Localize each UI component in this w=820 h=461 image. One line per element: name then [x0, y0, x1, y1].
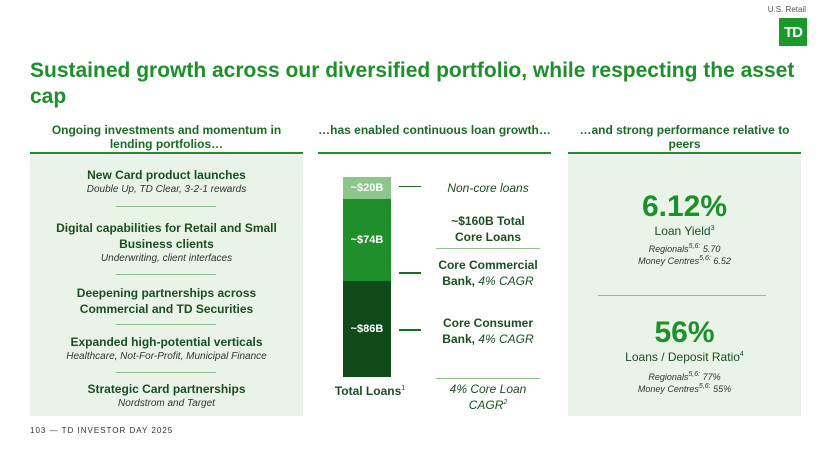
commercial-annotation-line2: Bank,: [442, 273, 475, 288]
bar-segment-non-core-loans: ~$20B: [343, 177, 391, 200]
peer-name: Regionals: [648, 372, 689, 382]
footnote-rule: [436, 378, 540, 379]
loan-yield-sup: 3: [710, 225, 715, 232]
loan-yield-peers: Regionals5,6: 5.70 Money Centres5,6: 6.5…: [568, 243, 801, 268]
loan-yield-label-text: Loan Yield: [654, 224, 711, 238]
divider: [116, 274, 216, 275]
peer-name: Regionals: [648, 244, 689, 254]
left-header-rule: [30, 152, 303, 154]
right-column-header: …and strong performance relative to peer…: [579, 123, 790, 152]
commercial-annotation: Core Commercial Bank, 4% CAGR: [425, 258, 551, 289]
right-header-rule: [568, 152, 801, 154]
middle-column-header: …has enabled continuous loan growth…: [318, 123, 551, 137]
core-cagr-line1: 4% Core Loan: [449, 382, 527, 396]
peer-sup: 5,6:: [698, 383, 711, 391]
core-total-line1: ~$160B Total: [451, 214, 525, 228]
leader-noncore: [399, 186, 421, 187]
commercial-cagr: 4% CAGR: [478, 273, 534, 288]
leader-consumer: [399, 329, 421, 331]
noncore-annotation: Non-core loans: [447, 181, 529, 195]
investment-item: Deepening partnerships across Commercial…: [30, 285, 303, 317]
investment-item: Digital capabilities for Retail and Smal…: [30, 220, 303, 265]
ldr-sup: 4: [739, 351, 744, 358]
peer-sup: 5,6:: [699, 255, 711, 263]
peer-value: 5.70: [700, 244, 721, 254]
investment-subtitle: Healthcare, Not-For-Profit, Municipal Fi…: [66, 351, 267, 363]
investment-title: Digital capabilities for Retail and Smal…: [56, 221, 277, 252]
ldr-label-text: Loans / Deposit Ratio: [625, 350, 740, 364]
investment-title: Strategic Card partnerships: [87, 382, 246, 396]
investment-item: New Card product launches Double Up, TD …: [30, 167, 303, 196]
bar-value-label: ~$86B: [350, 323, 384, 336]
peer-sup: 5,6:: [688, 243, 701, 250]
footer: 103 — TD INVESTOR DAY 2025: [30, 426, 174, 435]
commercial-annotation-line1: Core Commercial: [438, 258, 538, 272]
consumer-annotation-line1: Core Consumer: [442, 316, 534, 330]
core-total-rule: [436, 248, 540, 249]
investment-title: New Card product launches: [87, 168, 246, 182]
peer-value: 77%: [700, 372, 721, 382]
core-total-annotation: ~$160B Total Core Loans: [425, 214, 551, 245]
peer-name: Money Centres: [637, 384, 699, 395]
investment-title: Expanded high-potential verticals: [70, 335, 263, 349]
metrics-divider: [598, 295, 766, 296]
peer-sup: 5,6:: [688, 371, 701, 378]
ldr-label: Loans / Deposit Ratio4: [568, 350, 801, 364]
bar-value-label: ~$20B: [350, 182, 384, 195]
region-tag: U.S. Retail: [767, 5, 806, 14]
investment-item: Strategic Card partnerships Nordstrom an…: [30, 381, 303, 410]
divider: [116, 372, 216, 373]
bar-segment-core-commercial-bank: ~$74B: [343, 199, 391, 282]
metrics-panel: [568, 155, 801, 416]
investment-subtitle: Nordstrom and Target: [118, 398, 215, 410]
page-title: Sustained growth across our diversified …: [30, 59, 795, 108]
peer-value: 6.52: [710, 256, 731, 267]
core-cagr-sup: 2: [503, 398, 508, 406]
left-column-header: Ongoing investments and momentum in lend…: [51, 123, 282, 152]
ldr-peers: Regionals5,6: 77% Money Centres5,6: 55%: [568, 371, 801, 396]
investment-item: Expanded high-potential verticals Health…: [30, 334, 303, 363]
middle-header-rule: [318, 152, 551, 154]
td-logo: TD: [779, 18, 807, 46]
x-axis-label: Total Loans1: [320, 384, 420, 400]
bar-segment-core-consumer-bank: ~$86B: [343, 281, 391, 377]
core-cagr-line2: CAGR: [468, 397, 504, 412]
leader-commercial: [399, 272, 421, 274]
x-axis-label-text: Total Loans: [334, 384, 402, 398]
consumer-cagr: 4% CAGR: [478, 331, 534, 346]
divider: [116, 206, 216, 207]
investment-subtitle: Underwriting, client interfaces: [100, 253, 233, 265]
core-total-line2: Core Loans: [454, 229, 521, 244]
investment-title: Deepening partnerships across Commercial…: [76, 286, 257, 317]
consumer-annotation: Core Consumer Bank, 4% CAGR: [425, 316, 551, 347]
stacked-bar: ~$86B ~$74B ~$20B: [343, 177, 391, 377]
loan-yield-value: 6.12%: [641, 190, 728, 223]
x-axis-label-sup: 1: [401, 385, 406, 392]
consumer-annotation-line2: Bank,: [442, 331, 475, 346]
bar-value-label: ~$74B: [350, 234, 384, 247]
investment-subtitle: Double Up, TD Clear, 3-2-1 rewards: [86, 184, 247, 196]
peer-name: Money Centres: [638, 256, 700, 267]
ldr-value: 56%: [654, 316, 715, 349]
divider: [116, 324, 216, 325]
loan-yield-label: Loan Yield3: [568, 224, 801, 238]
peer-value: 55%: [710, 384, 732, 395]
core-cagr-footnote: 4% Core Loan CAGR2: [425, 382, 551, 413]
